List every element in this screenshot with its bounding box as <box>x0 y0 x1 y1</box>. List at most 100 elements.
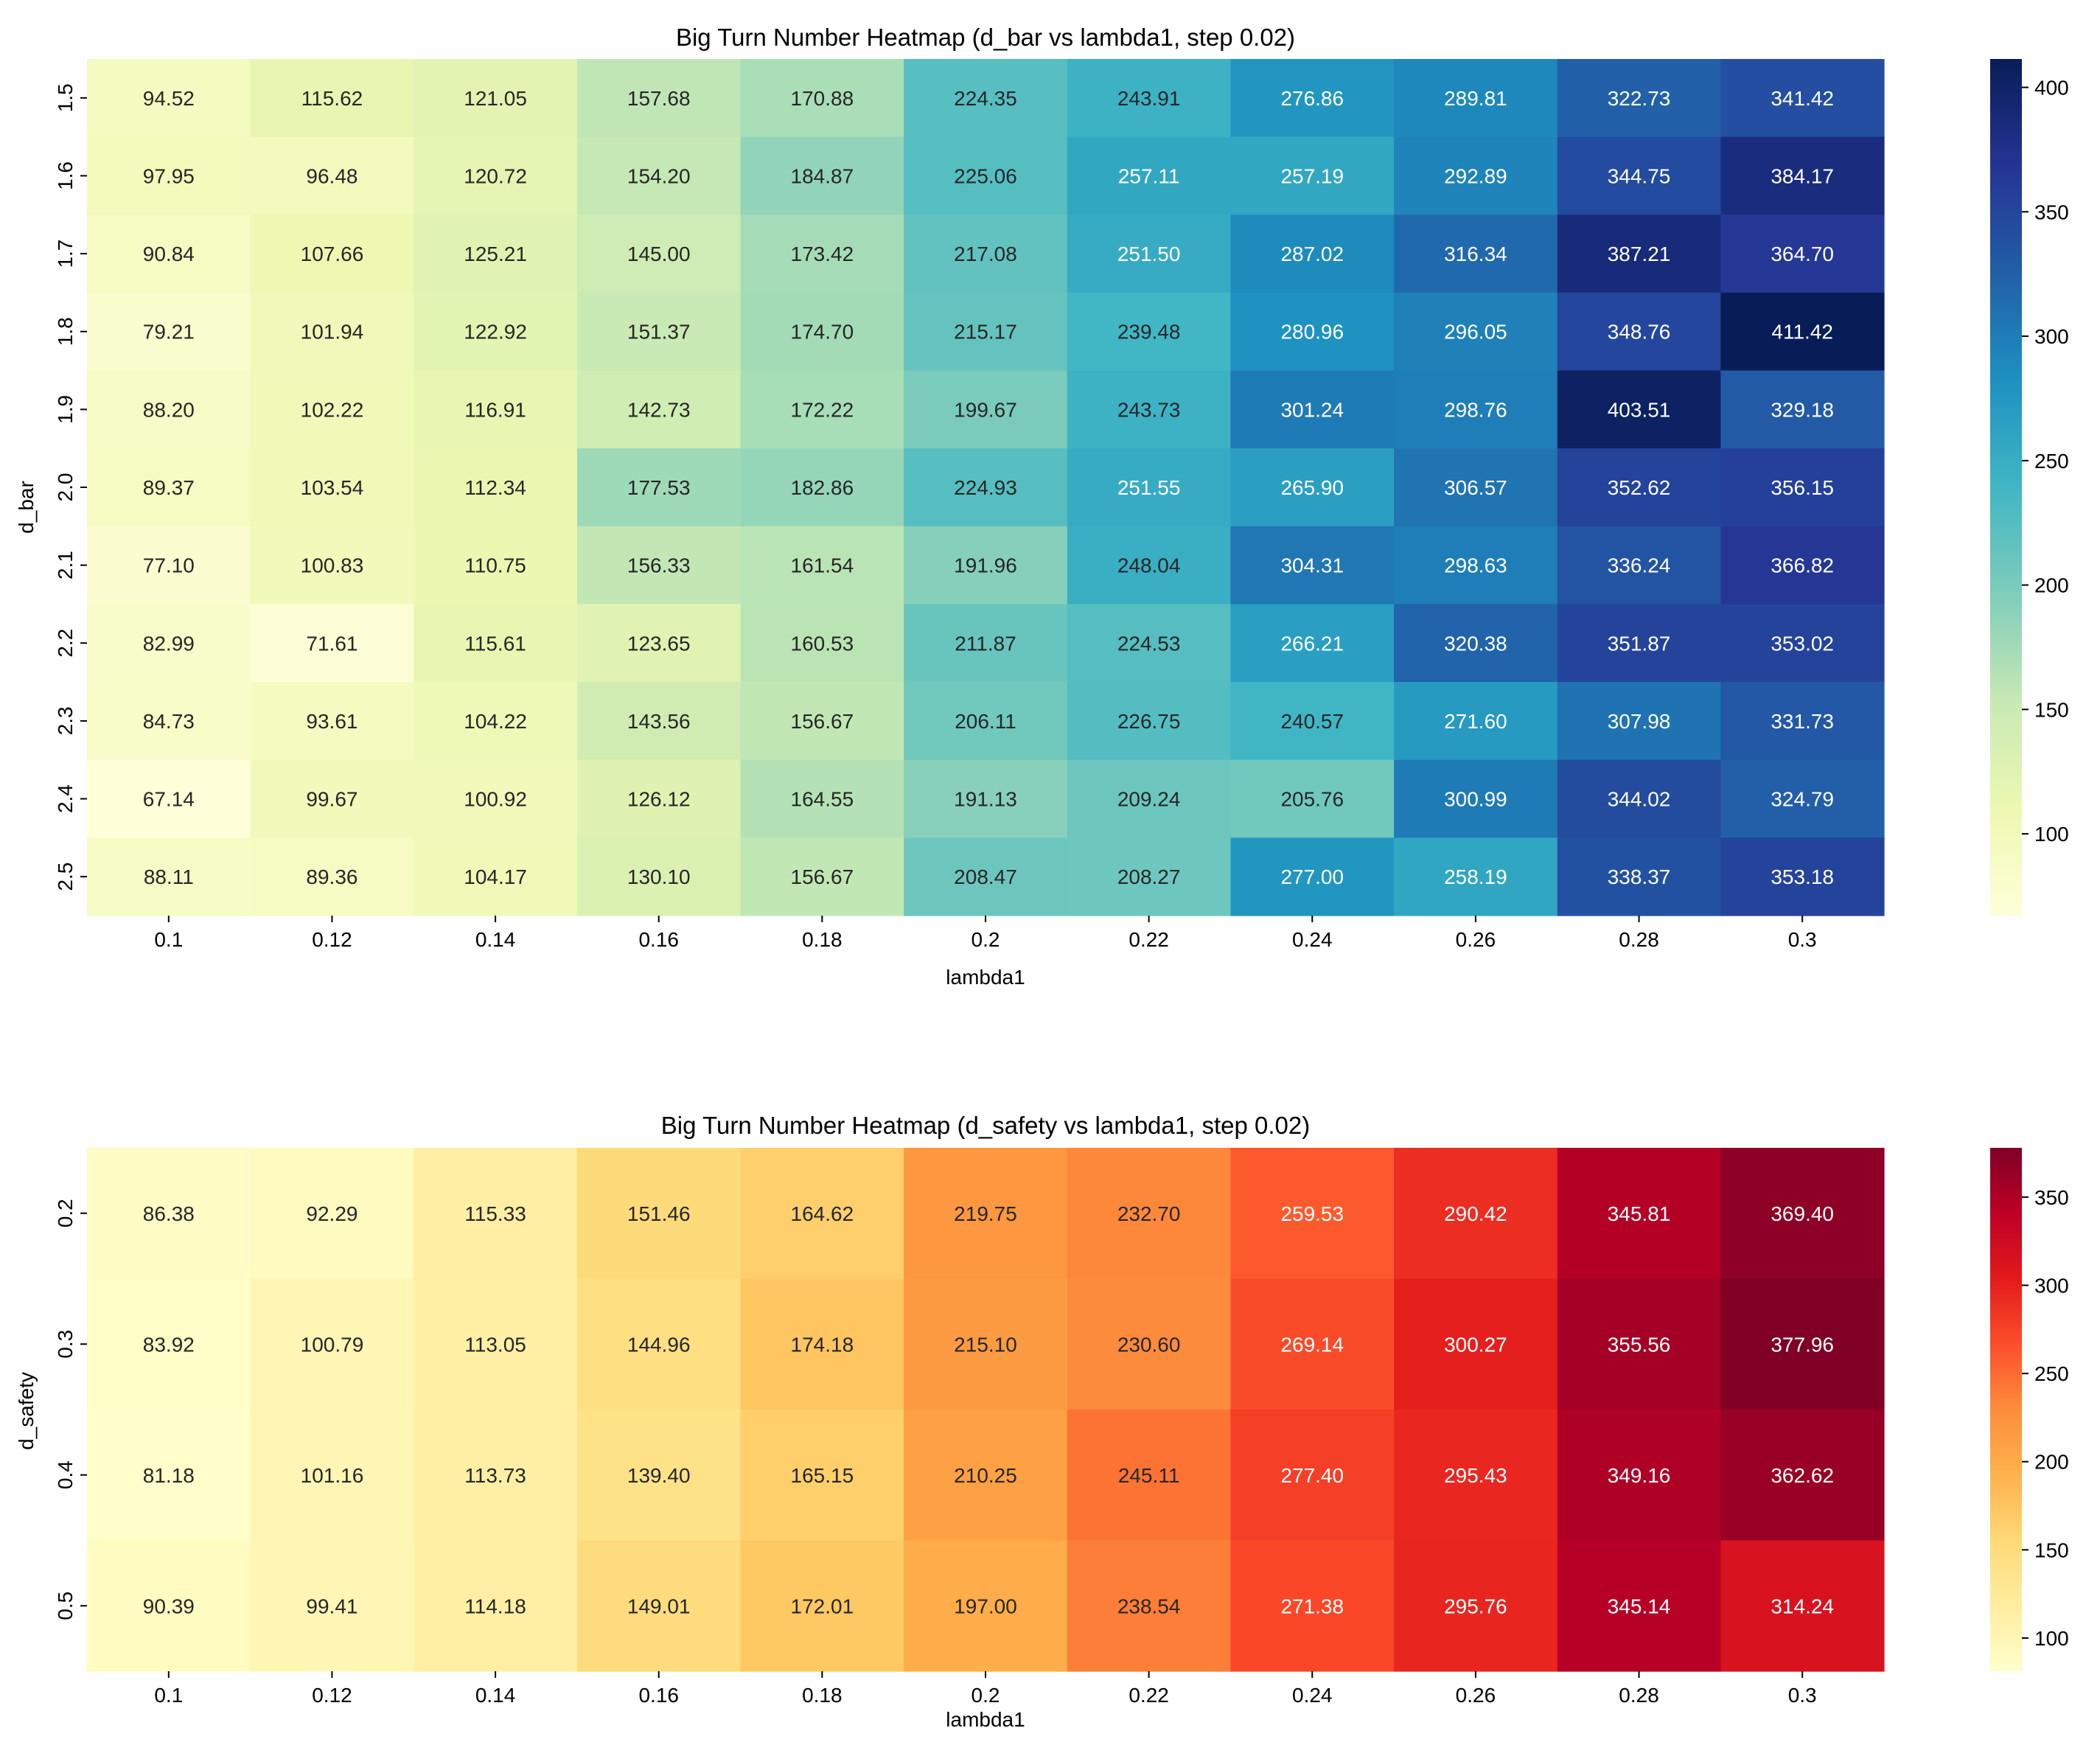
heatmap-cell <box>1394 1410 1558 1541</box>
heatmap-cell <box>904 59 1068 138</box>
y-tick-label: 1.7 <box>54 240 77 268</box>
heatmap-cell <box>87 136 251 215</box>
heatmap-cell-value: 115.33 <box>464 1202 526 1225</box>
heatmap-cell-value: 219.75 <box>954 1202 1017 1225</box>
heatmap-cell-value: 296.05 <box>1444 321 1507 344</box>
heatmap-cell-value: 295.43 <box>1444 1464 1507 1487</box>
heatmap-cell-value: 92.29 <box>306 1202 357 1225</box>
heatmap-cell-value: 173.42 <box>791 243 854 265</box>
colorbar-tick-label: 350 <box>2034 201 2069 223</box>
heatmap-cell <box>87 526 251 605</box>
heatmap-cell <box>87 59 251 138</box>
heatmap-cell-value: 88.11 <box>144 865 194 888</box>
heatmap-1: Big Turn Number Heatmap (d_bar vs lambda… <box>15 24 2069 989</box>
heatmap-cell <box>1230 448 1395 527</box>
heatmap-cell <box>576 292 742 372</box>
heatmap-cell <box>740 837 904 916</box>
heatmap-cell <box>1230 1148 1395 1280</box>
heatmap-cell <box>1557 682 1721 761</box>
heatmap-cell-value: 258.19 <box>1444 865 1507 888</box>
heatmap-cell-value: 100.83 <box>301 554 364 577</box>
x-tick-label: 0.16 <box>638 1684 679 1707</box>
heatmap-cell-value: 316.34 <box>1444 243 1507 265</box>
heatmap-cell <box>1067 604 1232 683</box>
heatmap-cell-value: 199.67 <box>954 398 1017 421</box>
heatmap-cell-value: 322.73 <box>1608 87 1671 110</box>
heatmap-cell <box>414 1148 578 1280</box>
heatmap-cell <box>414 136 578 215</box>
heatmap-cell-value: 211.87 <box>955 632 1016 655</box>
heatmap-cell-value: 86.38 <box>143 1202 195 1225</box>
heatmap-cell <box>1230 604 1395 683</box>
colorbar-tick-label: 400 <box>2034 77 2069 100</box>
heatmap-cell-value: 345.14 <box>1608 1595 1671 1617</box>
heatmap-cell-value: 300.99 <box>1444 788 1507 811</box>
heatmap-cell-value: 292.89 <box>1444 164 1507 187</box>
heatmap-1-y-axis-label: d_bar <box>15 481 38 534</box>
heatmap-cell <box>87 292 251 372</box>
heatmap-2: Big Turn Number Heatmap (d_safety vs lam… <box>15 1112 2069 1731</box>
x-tick-label: 0.18 <box>802 1684 843 1707</box>
heatmap-cell <box>1720 837 1885 916</box>
heatmap-cell <box>576 1278 742 1410</box>
heatmap-cell-value: 101.16 <box>301 1464 364 1487</box>
heatmap-cell-value: 102.22 <box>301 398 364 421</box>
heatmap-cell-value: 100.92 <box>464 788 527 811</box>
heatmap-cell <box>1720 370 1885 449</box>
heatmap-2-y-axis-label: d_safety <box>15 1372 38 1450</box>
heatmap-cell <box>414 837 578 916</box>
heatmap-2-x-ticks: 0.1 0.12 0.14 0.16 0.18 0.2 0.22 0.24 0.26 0.28 0.… <box>154 1671 1817 1707</box>
heatmap-cell-value: 90.39 <box>143 1595 195 1617</box>
heatmap-cell <box>1067 59 1232 138</box>
x-tick-label: 0.1 <box>154 1684 183 1707</box>
heatmap-cell <box>1230 59 1395 138</box>
colorbar-tick-label: 150 <box>2034 1539 2069 1561</box>
heatmap-cell <box>904 215 1068 293</box>
heatmap-cell-value: 301.24 <box>1280 398 1344 421</box>
heatmap-cell-value: 210.25 <box>954 1464 1017 1487</box>
heatmap-1-cells: 94.52 115.62 121.05 157.68 170.88 224.35 243.9… <box>87 59 1885 916</box>
heatmap-cell-value: 366.82 <box>1771 554 1834 577</box>
heatmap-cell-value: 114.18 <box>464 1595 526 1617</box>
heatmap-cell <box>904 759 1068 838</box>
heatmap-cell-value: 174.18 <box>791 1333 854 1356</box>
colorbar-tick-label: 200 <box>2034 1451 2069 1474</box>
heatmap-cell <box>1720 1540 1885 1672</box>
heatmap-cell <box>1720 604 1885 683</box>
heatmap-cell-value: 348.76 <box>1608 321 1671 344</box>
heatmap-cell-value: 113.73 <box>464 1464 526 1487</box>
heatmap-cell-value: 107.66 <box>301 243 364 265</box>
colorbar-tick-label: 300 <box>2034 1275 2069 1297</box>
heatmap-cell-value: 232.70 <box>1117 1202 1181 1225</box>
colorbar-tick-label: 100 <box>2034 1627 2069 1650</box>
heatmap-cell-value: 364.70 <box>1771 243 1834 265</box>
heatmap-cell-value: 224.93 <box>954 476 1017 499</box>
heatmap-cell <box>250 1410 414 1541</box>
heatmap-cell <box>87 759 251 838</box>
heatmap-cell <box>87 1410 251 1541</box>
heatmap-cell-value: 79.21 <box>143 321 195 344</box>
heatmap-cell <box>1230 526 1395 605</box>
heatmap-cell-value: 165.15 <box>791 1464 854 1487</box>
y-tick-label: 1.6 <box>54 161 77 190</box>
heatmap-cell <box>1230 1410 1395 1541</box>
heatmap-cell <box>1720 1278 1885 1410</box>
heatmap-cell-value: 362.62 <box>1771 1464 1834 1487</box>
heatmap-cell <box>1557 1410 1721 1541</box>
heatmap-cell <box>740 370 904 449</box>
heatmap-cell <box>904 837 1068 916</box>
heatmap-cell-value: 338.37 <box>1608 865 1671 888</box>
heatmap-cell-value: 271.60 <box>1444 710 1507 733</box>
heatmap-cell-value: 280.96 <box>1280 321 1344 344</box>
heatmap-cell-value: 331.73 <box>1771 710 1834 733</box>
heatmap-cell-value: 113.05 <box>464 1333 526 1356</box>
heatmap-cell-value: 257.19 <box>1280 164 1344 187</box>
heatmap-cell <box>414 1540 578 1672</box>
heatmap-cell-value: 353.02 <box>1771 632 1834 655</box>
heatmap-cell <box>1720 759 1885 838</box>
colorbar-tick-label: 250 <box>2034 450 2069 473</box>
heatmap-cell <box>1394 759 1558 838</box>
heatmap-cell-value: 344.75 <box>1608 164 1671 187</box>
heatmap-cell <box>414 448 578 527</box>
heatmap-cell-value: 341.42 <box>1771 87 1834 110</box>
